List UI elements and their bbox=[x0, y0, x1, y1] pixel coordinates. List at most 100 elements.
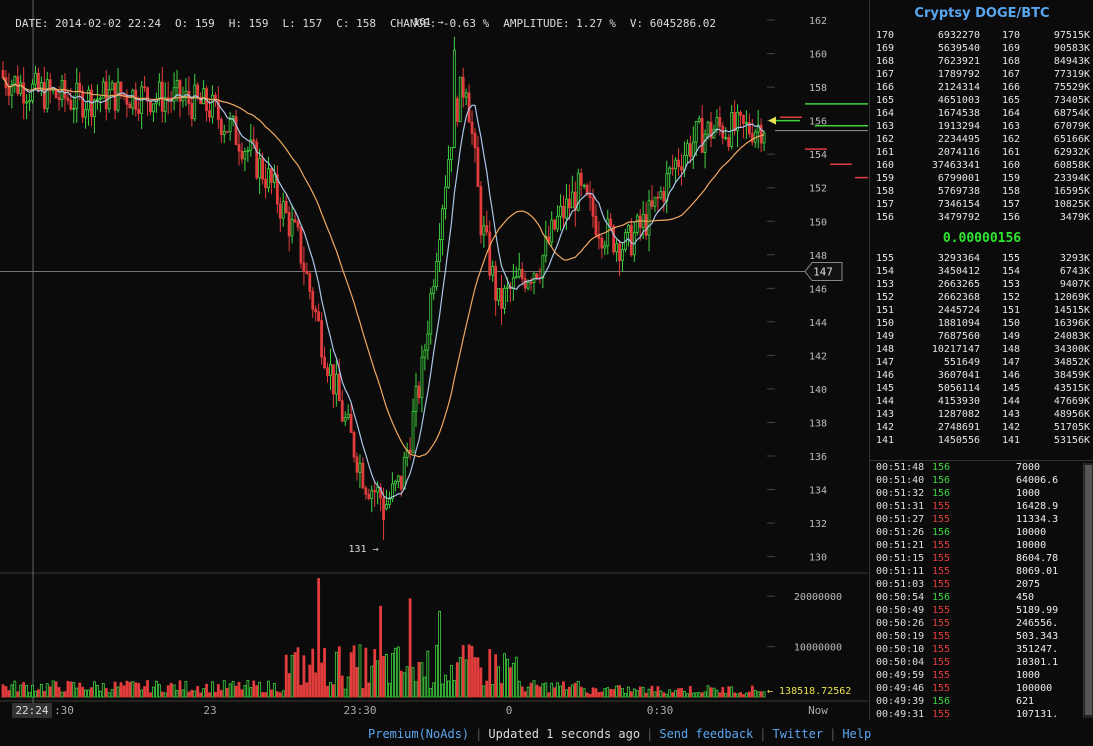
bid-row[interactable]: 148 10217147 148 34300K bbox=[876, 344, 1090, 357]
bid-cell: 51705K bbox=[1053, 422, 1090, 433]
volume-bar-down bbox=[618, 685, 621, 698]
volume-bar-up bbox=[402, 672, 406, 698]
y-tick-label: 158 bbox=[809, 83, 827, 94]
candle-up bbox=[96, 98, 99, 101]
bid-row[interactable]: 146 3607041 146 38459K bbox=[876, 370, 1090, 383]
bid-row[interactable]: 147 551649 147 34852K bbox=[876, 357, 1090, 370]
volume-bar-up bbox=[582, 688, 586, 698]
ask-row[interactable]: 157 7346154 157 10825K bbox=[876, 199, 1090, 212]
candle-up bbox=[116, 81, 120, 111]
ask-row[interactable]: 170 6932270 170 97515K bbox=[876, 30, 1090, 43]
bid-row[interactable]: 153 2663265 153 9407K bbox=[876, 279, 1090, 292]
volume-bar-down bbox=[69, 681, 73, 698]
ask-row[interactable]: 167 1789792 167 77319K bbox=[876, 69, 1090, 82]
price-chart[interactable]: 130 132 134 136 138 140 142 144 146 148 150 152 154 1… bbox=[0, 0, 868, 720]
bid-row[interactable]: 145 5056114 145 43515K bbox=[876, 383, 1090, 396]
candle-up bbox=[653, 196, 657, 207]
trade-cell: 155 bbox=[932, 631, 951, 642]
ask-row[interactable]: 165 4651003 165 73405K bbox=[876, 95, 1090, 108]
trade-history[interactable]: 00:51:48 156 7000 00:51:40 156 64006.6 00:51:3… bbox=[870, 460, 1093, 721]
volume-bar-up bbox=[110, 689, 114, 698]
volume-bar-up bbox=[497, 666, 501, 698]
ask-row[interactable]: 169 5639540 169 90583K bbox=[876, 43, 1090, 56]
bid-row[interactable]: 143 1287082 143 48956K bbox=[876, 409, 1090, 422]
scroll-thumb[interactable] bbox=[1085, 465, 1092, 715]
ask-row[interactable]: 161 2074116 161 62932K bbox=[876, 147, 1090, 160]
volume-bar-up bbox=[730, 686, 734, 698]
candle-up bbox=[576, 172, 580, 211]
bid-cell: 143 bbox=[876, 409, 895, 420]
ask-row[interactable]: 156 3479792 156 3479K bbox=[876, 212, 1090, 225]
candle-down bbox=[680, 166, 683, 171]
bid-row[interactable]: 142 2748691 142 51705K bbox=[876, 422, 1090, 435]
trade-scrollbar[interactable] bbox=[1083, 463, 1093, 718]
volume-bar-down bbox=[146, 680, 149, 698]
ask-row[interactable]: 168 7623921 168 84943K bbox=[876, 56, 1090, 69]
premium-link[interactable]: Premium(NoAds) bbox=[368, 727, 470, 741]
x-tick-label: Now bbox=[808, 704, 828, 717]
header-amplitude: AMPLITUDE: 1.27 % bbox=[503, 17, 616, 30]
candle-down bbox=[293, 219, 297, 223]
send-feedback-link[interactable]: Send feedback bbox=[659, 727, 754, 741]
ask-row[interactable]: 162 2234495 162 65166K bbox=[876, 134, 1090, 147]
candle-down bbox=[275, 174, 279, 205]
trade-cell: 155 bbox=[932, 644, 951, 655]
bid-cell: 43515K bbox=[1053, 383, 1090, 394]
bid-cell: 9407K bbox=[1059, 279, 1090, 290]
ask-row[interactable]: 158 5769738 158 16595K bbox=[876, 186, 1090, 199]
candle-up bbox=[272, 174, 276, 183]
ask-cell: 167 bbox=[876, 69, 895, 80]
volume-bar-down bbox=[149, 692, 152, 698]
bid-row[interactable]: 144 4153930 144 47669K bbox=[876, 396, 1090, 409]
bid-row[interactable]: 152 2662368 152 12069K bbox=[876, 292, 1090, 305]
volume-bar-down bbox=[594, 688, 598, 698]
ask-row[interactable]: 166 2124314 166 75529K bbox=[876, 82, 1090, 95]
bid-cell: 1450556 bbox=[937, 435, 980, 446]
bid-row[interactable]: 154 3450412 154 6743K bbox=[876, 266, 1090, 279]
bid-row[interactable]: 155 3293364 155 3293K bbox=[876, 253, 1090, 266]
candle-down bbox=[199, 96, 203, 105]
header-high: H: 159 bbox=[228, 17, 269, 30]
bid-row[interactable]: 150 1881094 150 16396K bbox=[876, 318, 1090, 331]
trade-cell: 156 bbox=[932, 475, 951, 486]
candle-up bbox=[435, 261, 439, 288]
y-tick-label: 148 bbox=[809, 251, 827, 262]
volume-bar-down bbox=[656, 686, 660, 698]
ask-row[interactable]: 163 1913294 163 67079K bbox=[876, 121, 1090, 134]
candle-down bbox=[323, 356, 326, 369]
ask-cell: 16595K bbox=[1053, 186, 1090, 197]
volume-bar-up bbox=[116, 686, 120, 698]
bid-row[interactable]: 141 1450556 141 53156K bbox=[876, 435, 1090, 448]
volume-bar-down bbox=[591, 687, 595, 698]
bid-row[interactable]: 149 7687560 149 24083K bbox=[876, 331, 1090, 344]
bid-cell: 3607041 bbox=[937, 370, 980, 381]
candle-down bbox=[37, 72, 40, 91]
ask-row[interactable]: 159 6799001 159 23394K bbox=[876, 173, 1090, 186]
trade-cell: 64006.6 bbox=[1016, 475, 1059, 486]
twitter-link[interactable]: Twitter bbox=[772, 727, 824, 741]
bid-cell: 14515K bbox=[1053, 305, 1090, 316]
bid-cell: 155 bbox=[876, 253, 895, 264]
ask-cell: 67079K bbox=[1053, 121, 1090, 132]
candle-down bbox=[364, 487, 368, 495]
volume-bar-down bbox=[275, 691, 279, 698]
trade-row: 00:50:10 155 351247. bbox=[876, 644, 1076, 657]
volume-bar-up bbox=[736, 693, 739, 698]
candle-up bbox=[745, 122, 748, 124]
volume-bar-up bbox=[96, 684, 99, 698]
ask-cell: 6799001 bbox=[937, 173, 980, 184]
bid-row[interactable]: 151 2445724 151 14515K bbox=[876, 305, 1090, 318]
trade-cell: 00:51:11 bbox=[876, 566, 925, 577]
moving-average-fast bbox=[2, 77, 765, 500]
trade-cell: 155 bbox=[932, 579, 951, 590]
update-status: Updated 1 seconds ago bbox=[488, 727, 641, 741]
x-tick-label: 23:30 bbox=[343, 704, 376, 717]
ask-row[interactable]: 160 37463341 160 60858K bbox=[876, 160, 1090, 173]
bid-cell: 149 bbox=[1002, 331, 1021, 342]
candle-down bbox=[134, 89, 138, 110]
ask-cell: 163 bbox=[1002, 121, 1021, 132]
help-link[interactable]: Help bbox=[842, 727, 872, 741]
bid-cell: 2662368 bbox=[937, 292, 980, 303]
volume-bar-up bbox=[405, 666, 409, 698]
ask-row[interactable]: 164 1674538 164 68754K bbox=[876, 108, 1090, 121]
